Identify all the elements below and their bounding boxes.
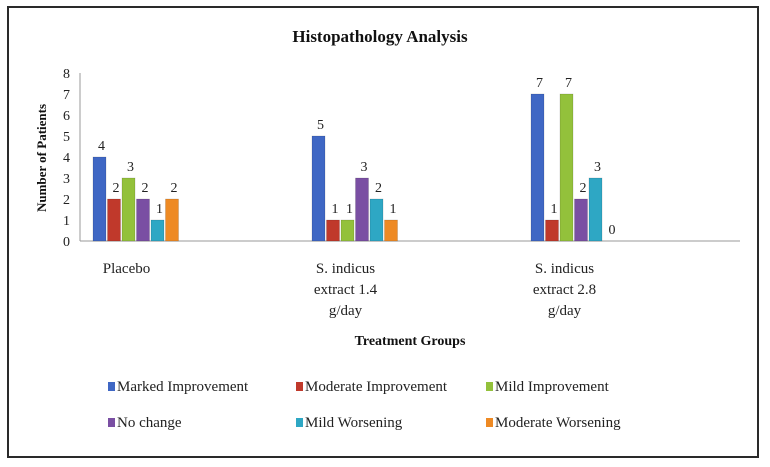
- y-tick-label: 2: [63, 193, 70, 208]
- y-tick-label: 6: [63, 109, 70, 124]
- legend-label: Marked Improvement: [117, 379, 249, 395]
- data-label: 3: [594, 160, 601, 175]
- data-label: 1: [390, 202, 397, 217]
- legend-swatch: [296, 382, 303, 391]
- y-tick-label: 8: [63, 67, 70, 82]
- data-label: 0: [609, 223, 616, 238]
- category-label: Placebo: [103, 261, 150, 277]
- bar: [121, 177, 136, 242]
- data-label: 1: [156, 202, 163, 217]
- bar: [574, 198, 588, 242]
- x-axis-label: Treatment Groups: [355, 334, 466, 349]
- y-tick-label: 7: [63, 88, 70, 103]
- y-tick-label: 3: [63, 172, 70, 187]
- legend-label: Mild Worsening: [305, 415, 403, 431]
- data-label: 7: [536, 76, 543, 91]
- y-tick-label: 5: [63, 130, 70, 145]
- y-tick-label: 1: [63, 214, 70, 229]
- legend-label: Mild Improvement: [495, 379, 610, 395]
- data-label: 2: [375, 181, 382, 196]
- category-label: extract 1.4: [314, 282, 378, 298]
- legend-label: Moderate Worsening: [495, 415, 621, 431]
- data-label: 3: [127, 160, 134, 175]
- bar: [545, 219, 559, 242]
- data-label: 2: [142, 181, 149, 196]
- bar: [92, 156, 107, 242]
- y-tick-label: 4: [63, 151, 70, 166]
- bar: [559, 93, 574, 242]
- bar: [165, 198, 179, 242]
- category-label: g/day: [548, 303, 582, 319]
- bar: [340, 219, 355, 242]
- data-label: 1: [332, 202, 339, 217]
- y-tick-label: 0: [63, 235, 70, 250]
- category-label: S. indicus: [535, 261, 594, 277]
- legend-swatch: [108, 418, 115, 427]
- bar: [530, 93, 545, 242]
- chart-title: Histopathology Analysis: [292, 27, 468, 46]
- data-label: 1: [346, 202, 353, 217]
- legend-swatch: [486, 382, 493, 391]
- data-label: 2: [580, 181, 587, 196]
- data-label: 1: [551, 202, 558, 217]
- data-label: 2: [171, 181, 178, 196]
- bar: [369, 198, 384, 242]
- legend-swatch: [296, 418, 303, 427]
- legend-label: No change: [117, 415, 182, 431]
- bar: [326, 219, 340, 242]
- category-label: g/day: [329, 303, 363, 319]
- legend-label: Moderate Improvement: [305, 379, 448, 395]
- category-label: extract 2.8: [533, 282, 596, 298]
- data-label: 3: [361, 160, 368, 175]
- data-label: 2: [113, 181, 120, 196]
- bar: [107, 198, 121, 242]
- legend-swatch: [486, 418, 493, 427]
- bar: [136, 198, 150, 242]
- bar: [311, 135, 326, 242]
- legend-swatch: [108, 382, 115, 391]
- y-axis-label: Number of Patients: [34, 104, 49, 212]
- bar: [588, 177, 603, 242]
- bar: [384, 219, 398, 242]
- bar: [150, 219, 165, 242]
- data-label: 5: [317, 118, 324, 133]
- data-label: 7: [565, 76, 572, 91]
- bar: [355, 177, 369, 242]
- legend: Marked Improvement Moderate Improvement Mi…: [108, 379, 621, 431]
- category-label: S. indicus: [316, 261, 375, 277]
- data-label: 4: [98, 139, 105, 154]
